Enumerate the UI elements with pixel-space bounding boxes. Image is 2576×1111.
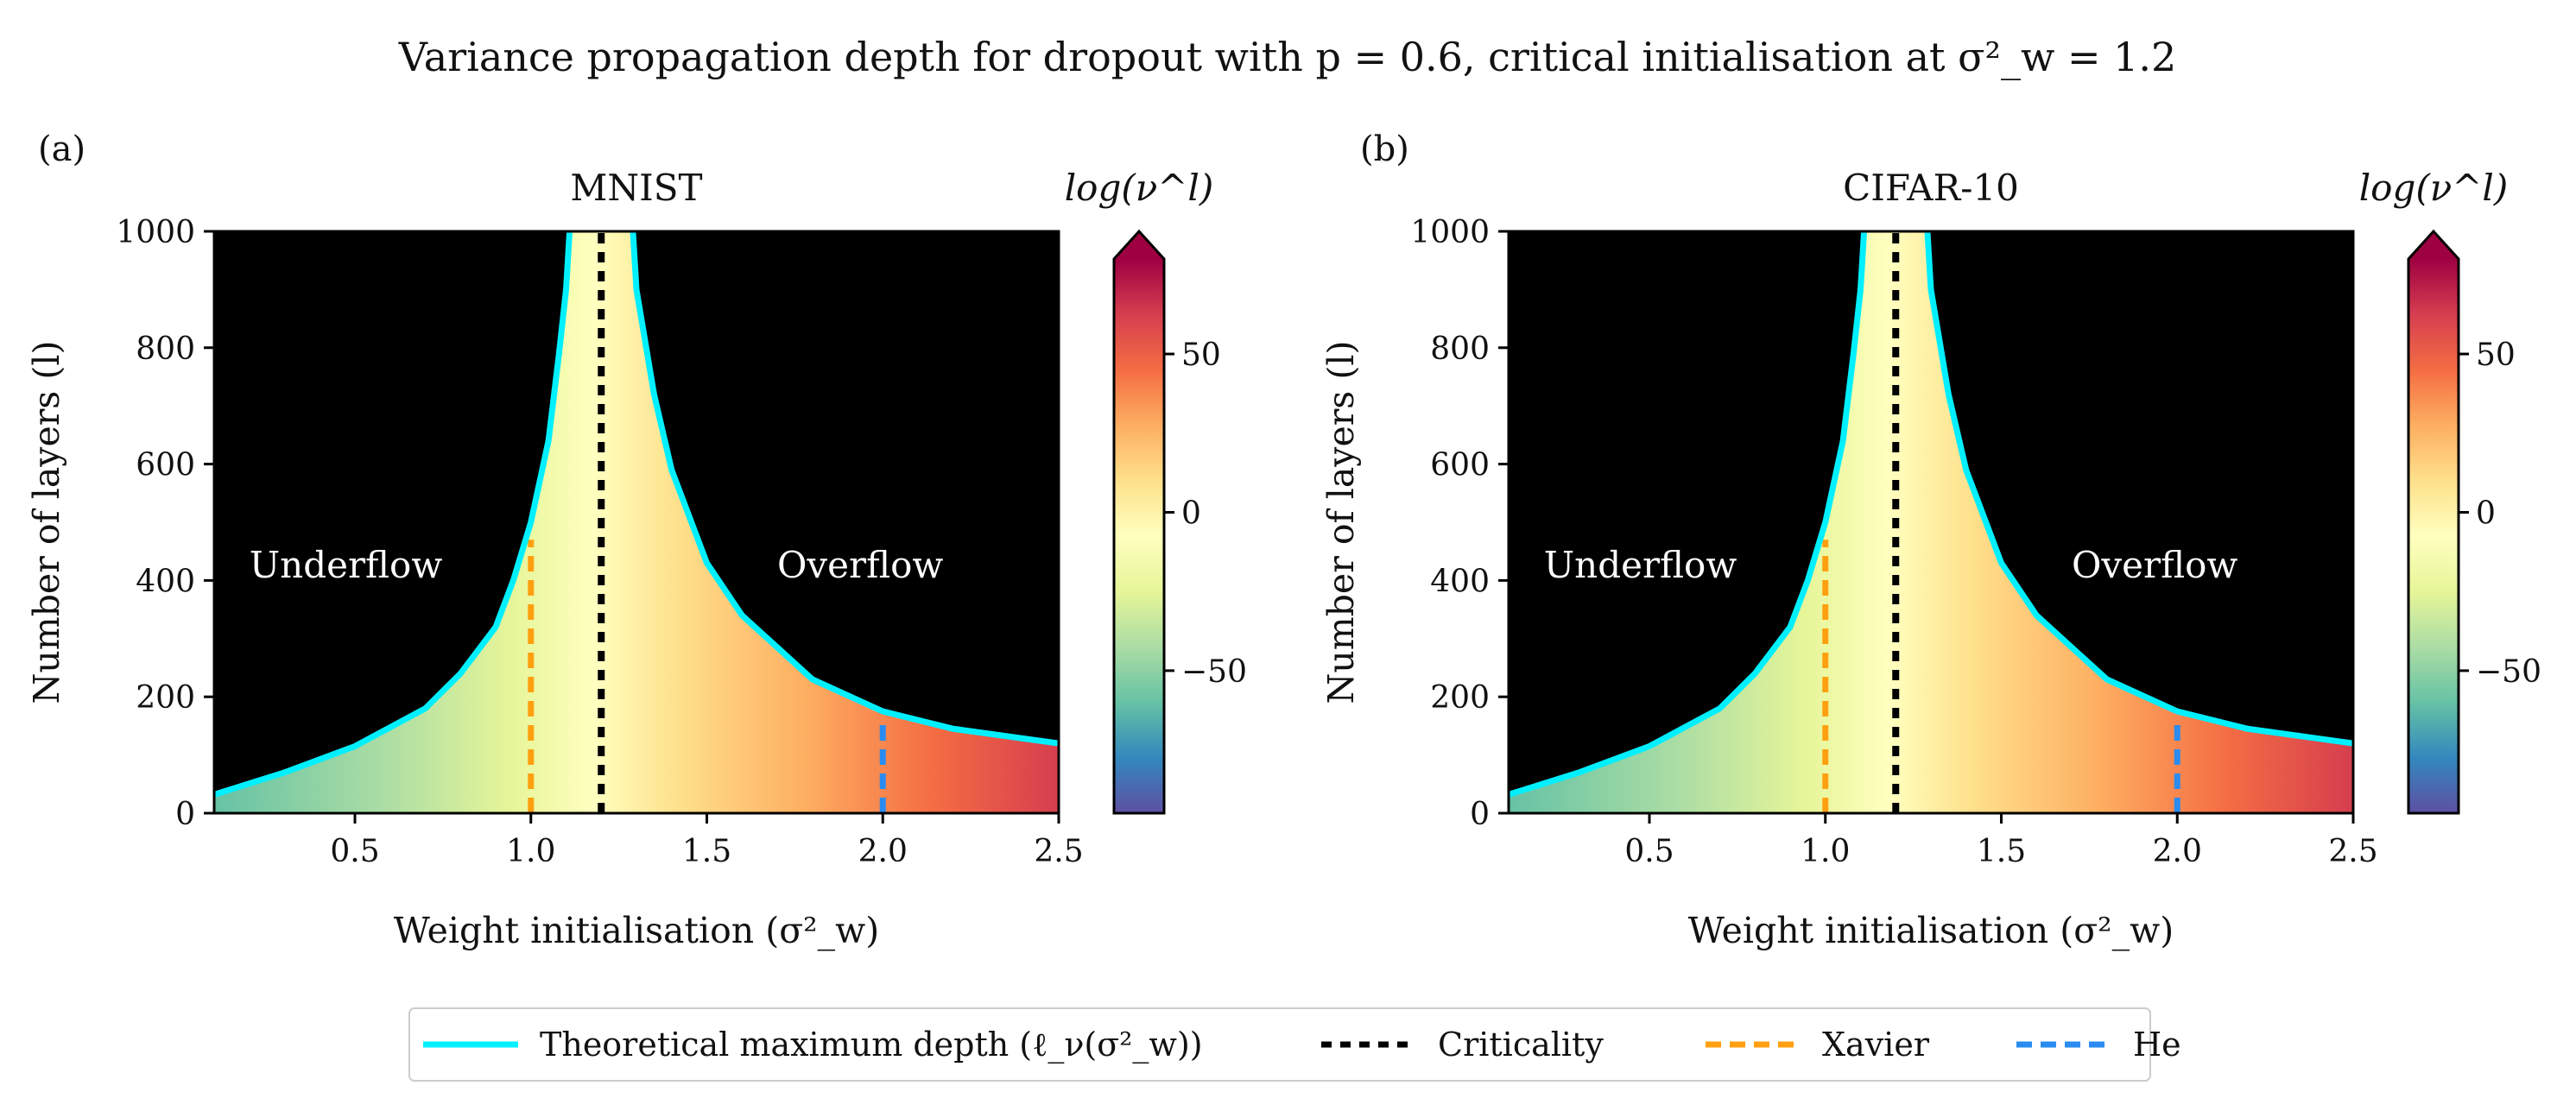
heatmap: Underflow Overflow — [1509, 231, 2353, 813]
x-tick-label: 2.0 — [2153, 834, 2202, 869]
colorbar-title: log(ν^l) — [1065, 167, 1214, 209]
colorbar-gradient — [1114, 259, 1164, 813]
y-tick-label: 0 — [175, 797, 195, 832]
y-tick-label: 200 — [1430, 680, 1490, 716]
colorbar-tick-label: 50 — [2476, 338, 2516, 373]
underflow-label: Underflow — [250, 544, 443, 586]
colorbar-tick-label: −50 — [1181, 654, 1247, 690]
colorbar: 50 0 −50 log(ν^l) — [2359, 167, 2541, 815]
y-tick-label: 0 — [1470, 797, 1490, 832]
underflow-label: Underflow — [1544, 544, 1737, 586]
y-tick-label: 800 — [1430, 331, 1490, 367]
overflow-label: Overflow — [777, 544, 943, 586]
y-tick-label: 1000 — [116, 215, 195, 250]
legend-box — [408, 1007, 2151, 1082]
panel-label: (b) — [1360, 129, 1409, 169]
heatmap-valid-region — [214, 231, 1059, 813]
x-axis-label: Weight initialisation (σ²_w) — [394, 910, 879, 951]
x-tick-label: 1.5 — [1977, 834, 2026, 869]
colorbar-title: log(ν^l) — [2359, 167, 2509, 209]
y-axis-label: Number of layers (l) — [26, 341, 67, 704]
x-tick-label: 2.5 — [1034, 834, 1083, 869]
heatmap: Underflow Overflow — [214, 231, 1059, 813]
legend-label-theoretical: Theoretical maximum depth (ℓ_ν(σ²_w)) — [540, 1026, 1203, 1064]
theory-curve-right — [630, 231, 1059, 747]
colorbar-gradient — [2408, 259, 2459, 813]
x-axis-label: Weight initialisation (σ²_w) — [1688, 910, 2174, 951]
colorbar-extend-arrow — [2408, 231, 2459, 259]
y-tick-label: 400 — [136, 564, 195, 599]
y-tick-label: 600 — [136, 448, 195, 483]
theory-curve-left — [214, 231, 573, 798]
plot-title: CIFAR-10 — [1843, 167, 2019, 209]
x-tick-label: 2.5 — [2328, 834, 2377, 869]
colorbar-tick-label: 0 — [2476, 496, 2496, 531]
x-tick-label: 0.5 — [330, 834, 379, 869]
panel-b: (b) CIFAR-10 Underflow Overflow 0.5 1.0 1.5 2.0… — [1320, 129, 2541, 951]
legend-label-xavier: Xavier — [1822, 1026, 1930, 1064]
colorbar-tick-label: 50 — [1181, 338, 1221, 373]
plot-title: MNIST — [570, 167, 702, 209]
colorbar-tick-label: 0 — [1181, 496, 1201, 531]
x-tick-label: 1.0 — [1801, 834, 1850, 869]
colorbar-extend-arrow — [1114, 231, 1164, 259]
legend-label-he: He — [2133, 1026, 2181, 1064]
legend-label-criticality: Criticality — [1438, 1026, 1604, 1064]
plot-frame — [1507, 230, 2355, 815]
panel-a: (a) MNIST Underflow Overflow 0.5 1.0 1.5 2.0 2.5… — [26, 129, 1247, 951]
colorbar-tick-label: −50 — [2476, 654, 2541, 690]
x-tick-label: 1.0 — [506, 834, 555, 869]
x-tick-label: 1.5 — [682, 834, 731, 869]
plot-frame — [212, 230, 1060, 815]
y-tick-label: 1000 — [1410, 215, 1490, 250]
y-tick-label: 800 — [136, 331, 195, 367]
y-tick-label: 400 — [1430, 564, 1490, 599]
colorbar-frame — [2407, 229, 2460, 815]
theory-curve-left — [1509, 231, 1868, 798]
panel-label: (a) — [38, 129, 85, 169]
y-tick-label: 600 — [1430, 448, 1490, 483]
theory-curve-right — [1924, 231, 2353, 747]
colorbar-frame — [1112, 229, 1166, 815]
overflow-label: Overflow — [2072, 544, 2237, 586]
y-tick-label: 200 — [136, 680, 195, 716]
x-tick-label: 0.5 — [1624, 834, 1674, 869]
legend: Theoretical maximum depth (ℓ_ν(σ²_w)) Cri… — [408, 1007, 2181, 1082]
x-tick-label: 2.0 — [858, 834, 908, 869]
figure-title: Variance propagation depth for dropout w… — [398, 34, 2177, 80]
heatmap-valid-region — [1509, 231, 2353, 813]
colorbar: 50 0 −50 log(ν^l) — [1065, 167, 1247, 815]
y-axis-label: Number of layers (l) — [1320, 341, 1362, 704]
